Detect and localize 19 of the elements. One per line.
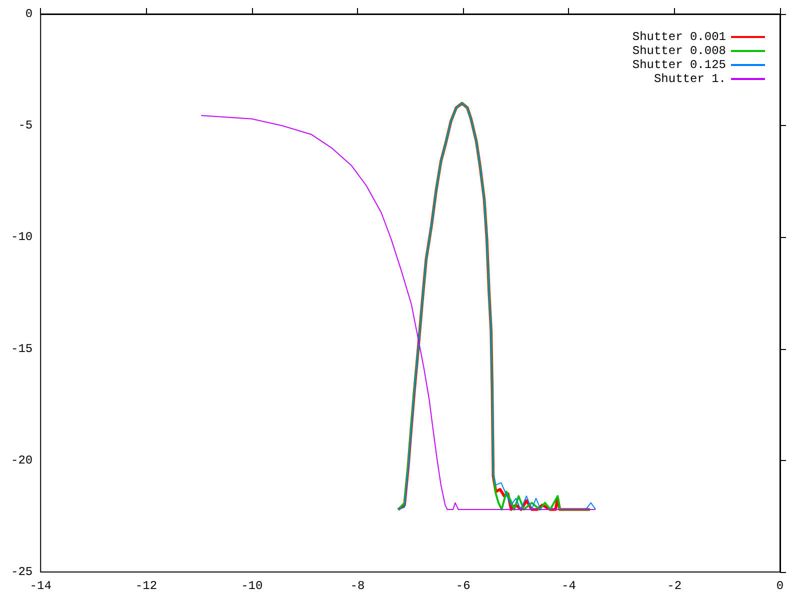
y-tick-label: -10: [10, 230, 33, 244]
legend-label: Shutter 0.125: [632, 58, 726, 72]
x-tick-label: -2: [667, 579, 682, 593]
y-tick-label: -25: [10, 565, 33, 579]
x-tick-label: -14: [30, 579, 52, 593]
y-tick-label: -15: [10, 342, 33, 356]
x-tick-label: -8: [350, 579, 365, 593]
legend-label: Shutter 0.001: [632, 30, 726, 44]
x-tick-label: 0: [776, 579, 784, 593]
y-tick-label: -5: [18, 118, 33, 133]
y-tick-label: 0: [25, 7, 33, 21]
line-series: [200, 115, 596, 510]
legend-label: Shutter 0.008: [632, 44, 726, 58]
x-tick-label: -4: [562, 579, 576, 593]
x-tick-label: -10: [241, 579, 263, 593]
legend-label: Shutter 1.: [654, 72, 726, 86]
x-tick-label: -12: [135, 579, 158, 593]
y-tick-label: -20: [10, 453, 33, 468]
x-tick-label: -6: [456, 579, 470, 593]
